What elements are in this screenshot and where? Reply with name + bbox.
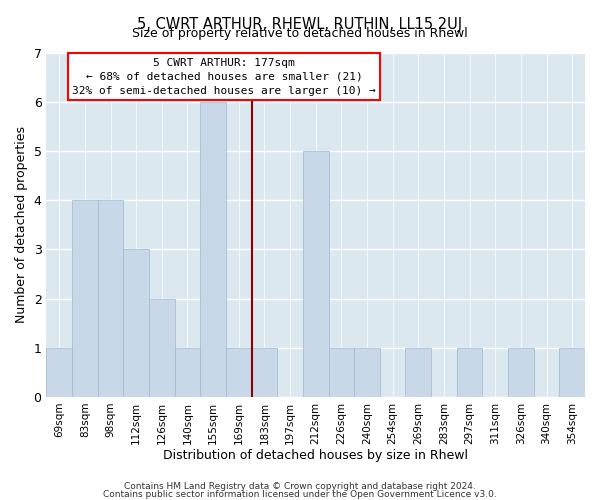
Text: 5 CWRT ARTHUR: 177sqm
← 68% of detached houses are smaller (21)
32% of semi-deta: 5 CWRT ARTHUR: 177sqm ← 68% of detached … xyxy=(72,58,376,96)
Bar xyxy=(149,298,175,397)
Bar xyxy=(98,200,124,397)
Bar xyxy=(457,348,482,397)
Bar xyxy=(200,102,226,397)
X-axis label: Distribution of detached houses by size in Rhewl: Distribution of detached houses by size … xyxy=(163,450,468,462)
Bar xyxy=(508,348,534,397)
Bar xyxy=(175,348,200,397)
Text: 5, CWRT ARTHUR, RHEWL, RUTHIN, LL15 2UJ: 5, CWRT ARTHUR, RHEWL, RUTHIN, LL15 2UJ xyxy=(137,18,463,32)
Bar xyxy=(559,348,585,397)
Bar xyxy=(251,348,277,397)
Bar xyxy=(406,348,431,397)
Text: Contains HM Land Registry data © Crown copyright and database right 2024.: Contains HM Land Registry data © Crown c… xyxy=(124,482,476,491)
Bar xyxy=(72,200,98,397)
Bar xyxy=(329,348,354,397)
Text: Contains public sector information licensed under the Open Government Licence v3: Contains public sector information licen… xyxy=(103,490,497,499)
Bar xyxy=(354,348,380,397)
Bar xyxy=(226,348,251,397)
Text: Size of property relative to detached houses in Rhewl: Size of property relative to detached ho… xyxy=(132,28,468,40)
Bar xyxy=(46,348,72,397)
Bar xyxy=(124,250,149,397)
Y-axis label: Number of detached properties: Number of detached properties xyxy=(15,126,28,323)
Bar xyxy=(303,151,329,397)
